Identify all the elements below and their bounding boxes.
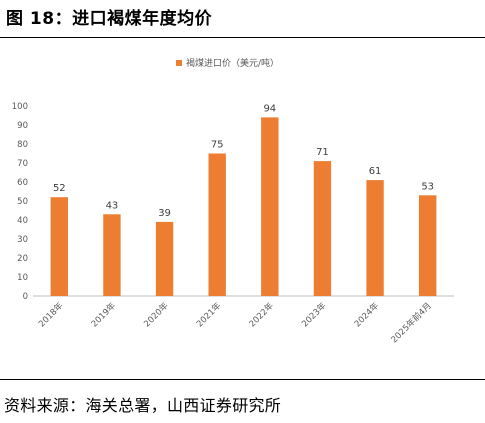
- y-tick-label: 100: [12, 102, 28, 112]
- bar-value-label: 43: [106, 200, 119, 211]
- x-tick-label: 2020年: [142, 300, 171, 329]
- bar-value-label: 71: [316, 147, 329, 158]
- legend-swatch: [176, 60, 182, 66]
- x-tick-label: 2018年: [36, 300, 65, 329]
- figure-title: 图 18：进口褐煤年度均价: [6, 9, 213, 29]
- source-rule: [0, 379, 485, 380]
- y-tick-label: 80: [17, 140, 28, 150]
- bar-value-label: 53: [421, 181, 434, 192]
- bar: [419, 195, 437, 296]
- y-tick-label: 10: [17, 273, 28, 283]
- x-axis-ticks: 2018年 2019年 2020年 2021年 2022年 2023年 2024年 2025年…: [36, 300, 433, 345]
- y-axis-ticks: 0 10 20 30 40 50 60 70 80 90 100: [12, 102, 28, 302]
- bar-value-label: 61: [369, 166, 382, 177]
- y-tick-label: 0: [23, 292, 28, 302]
- bar-value-label: 75: [211, 140, 224, 151]
- bar-value-label: 94: [263, 103, 276, 114]
- bar: [208, 153, 226, 296]
- y-tick-label: 20: [17, 254, 28, 264]
- y-tick-label: 30: [17, 235, 28, 245]
- bar-value-label: 52: [53, 183, 66, 194]
- x-tick-label: 2024年: [352, 300, 381, 329]
- legend-label: 褐煤进口价（美元/吨）: [186, 57, 279, 69]
- y-tick-label: 90: [17, 121, 28, 131]
- x-tick-label: 2023年: [299, 300, 328, 329]
- chart-legend: 褐煤进口价（美元/吨）: [176, 57, 279, 69]
- x-tick-label: 2025年前4月: [389, 300, 434, 345]
- bar: [313, 161, 332, 296]
- x-tick-label: 2019年: [89, 300, 118, 329]
- bar-chart: 褐煤进口价（美元/吨） 0 10 20 30 40 50 60 70 80 90 100 52 43 3…: [12, 57, 454, 345]
- x-tick-label: 2022年: [247, 300, 276, 329]
- bar-series: 52 43 39 75 94 71 61 53: [50, 103, 437, 297]
- x-tick-label: 2021年: [194, 300, 223, 329]
- y-tick-label: 40: [17, 216, 28, 226]
- y-tick-label: 70: [17, 159, 28, 169]
- y-tick-label: 50: [17, 197, 28, 207]
- y-tick-label: 60: [17, 178, 28, 188]
- source-note: 资料来源：海关总署，山西证券研究所: [4, 396, 282, 415]
- title-rule: [0, 37, 485, 38]
- bar: [50, 197, 68, 296]
- bar: [366, 180, 384, 296]
- bar: [261, 117, 279, 297]
- bar-value-label: 39: [158, 208, 171, 219]
- bar: [103, 214, 121, 296]
- bar: [155, 221, 174, 296]
